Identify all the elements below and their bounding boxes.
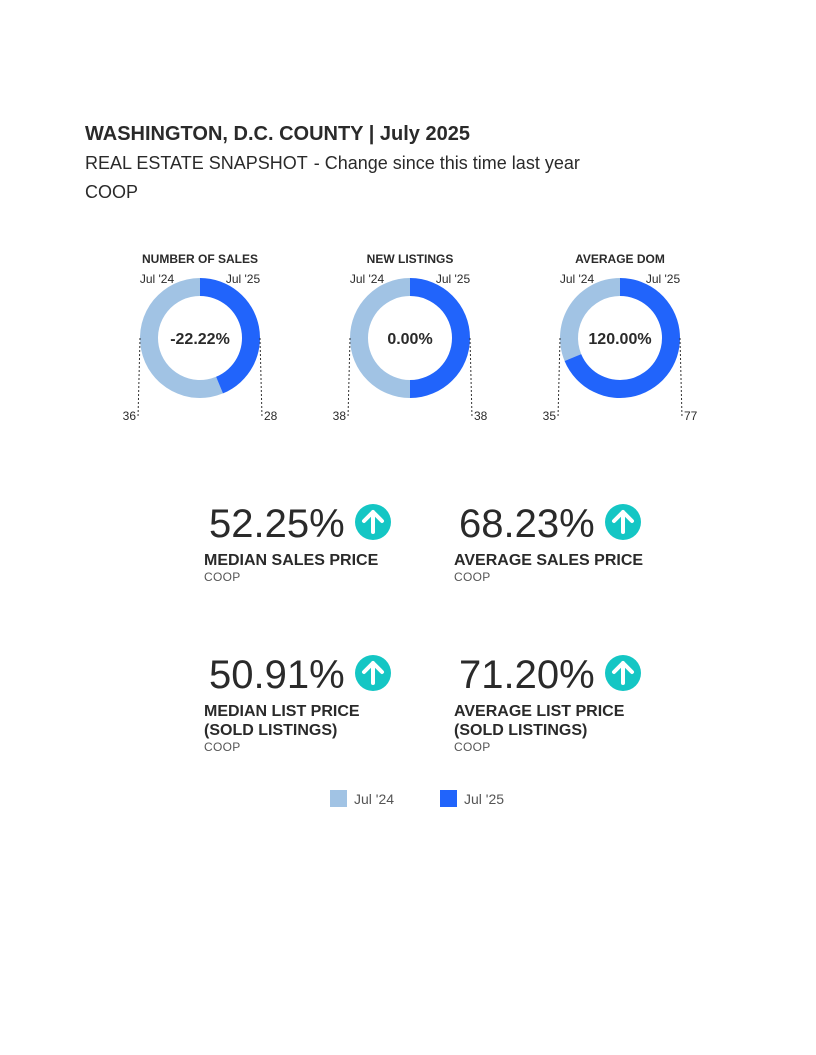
donut-average-dom-svg: AVERAGE DOM Jul '24 Jul '25 120.00% 35 77 — [543, 252, 698, 423]
leader-line-prior — [347, 337, 351, 419]
slice-label-prior: Jul '24 — [560, 272, 595, 286]
data-label-prior: 35 — [543, 409, 557, 423]
data-label-prior: 38 — [333, 409, 347, 423]
leader-line-current — [679, 337, 683, 419]
property-type: COOP — [85, 182, 139, 202]
leader-line-current — [259, 337, 263, 419]
page-title: WASHINGTON, D.C. COUNTY | July 2025 — [85, 123, 470, 145]
metric-label: AVERAGE SALES PRICE — [454, 552, 644, 569]
chart-title: NEW LISTINGS — [367, 252, 454, 266]
leader-line-current — [469, 337, 473, 419]
up-arrow-icon — [605, 655, 641, 691]
report-header: WASHINGTON, D.C. COUNTY | July 2025 REAL… — [85, 122, 725, 204]
slice-label-current: Jul '25 — [226, 272, 261, 286]
donut-number-of-sales-svg: NUMBER OF SALES Jul '24 Jul '25 -22.22% 36 28 — [123, 252, 278, 423]
slice-current — [564, 278, 680, 398]
data-label-current: 77 — [684, 409, 698, 423]
legend-swatch — [440, 790, 457, 808]
legend-swatch — [330, 790, 347, 808]
up-arrow-icon — [355, 504, 391, 540]
metric-sub: COOP — [454, 570, 491, 584]
slice-prior — [560, 278, 620, 361]
legend-item-prior: Jul '24 — [330, 790, 394, 808]
data-label-prior: 36 — [123, 409, 137, 423]
metric-sub: COOP — [204, 740, 241, 754]
slice-current — [410, 278, 470, 398]
subtitle-change: - Change since this time last year — [313, 153, 580, 173]
slice-label-prior: Jul '24 — [140, 272, 175, 286]
metric-label: AVERAGE LIST PRICE (SOLD LISTINGS) — [454, 703, 625, 739]
metric-percent: 71.20% — [459, 653, 595, 697]
leader-line-prior — [137, 337, 141, 419]
metric-median-sales-price: 52.25% MEDIAN SALES PRICE COOP — [204, 502, 434, 584]
metric-percent: 50.91% — [209, 653, 345, 697]
slice-current — [200, 278, 260, 394]
metric-percent: 68.23% — [459, 502, 595, 546]
subtitle-main: REAL ESTATE SNAPSHOT — [85, 153, 308, 173]
legend-item-current: Jul '25 — [440, 790, 504, 808]
slice-label-current: Jul '25 — [436, 272, 471, 286]
metric-label: MEDIAN LIST PRICE (SOLD LISTINGS) — [204, 703, 360, 739]
chart-title: AVERAGE DOM — [575, 252, 665, 266]
slice-label-current: Jul '25 — [646, 272, 681, 286]
data-label-current: 28 — [264, 409, 278, 423]
metric-median-list-price: 50.91% MEDIAN LIST PRICE (SOLD LISTINGS)… — [204, 653, 434, 754]
donut-average-dom: AVERAGE DOM Jul '24 Jul '25 120.00% 35 77 — [535, 240, 705, 440]
metric-percent: 52.25% — [209, 502, 345, 546]
center-percent-label: -22.22% — [170, 331, 230, 348]
up-arrow-icon — [605, 504, 641, 540]
chart-title: NUMBER OF SALES — [142, 252, 258, 266]
data-label-current: 38 — [474, 409, 488, 423]
donut-new-listings: NEW LISTINGS Jul '24 Jul '25 0.00% 38 38 — [325, 240, 495, 440]
metric-sub: COOP — [454, 740, 491, 754]
donut-number-of-sales: NUMBER OF SALES Jul '24 Jul '25 -22.22% 36 28 — [115, 240, 285, 440]
slice-prior — [140, 278, 223, 398]
slice-label-prior: Jul '24 — [350, 272, 385, 286]
page-subtitle: REAL ESTATE SNAPSHOT - Change since this … — [85, 151, 725, 175]
center-percent-label: 120.00% — [588, 331, 651, 348]
metric-average-list-price: 71.20% AVERAGE LIST PRICE (SOLD LISTINGS… — [454, 653, 684, 754]
metric-average-sales-price: 68.23% AVERAGE SALES PRICE COOP — [454, 502, 684, 584]
donut-new-listings-svg: NEW LISTINGS Jul '24 Jul '25 0.00% 38 38 — [333, 252, 488, 423]
up-arrow-icon — [355, 655, 391, 691]
slice-prior — [350, 278, 410, 398]
donut-charts: NUMBER OF SALES Jul '24 Jul '25 -22.22% 36 28… — [0, 240, 816, 440]
leader-line-prior — [557, 337, 561, 419]
metric-sub: COOP — [204, 570, 241, 584]
metric-label: MEDIAN SALES PRICE — [204, 552, 379, 569]
center-percent-label: 0.00% — [387, 331, 432, 348]
